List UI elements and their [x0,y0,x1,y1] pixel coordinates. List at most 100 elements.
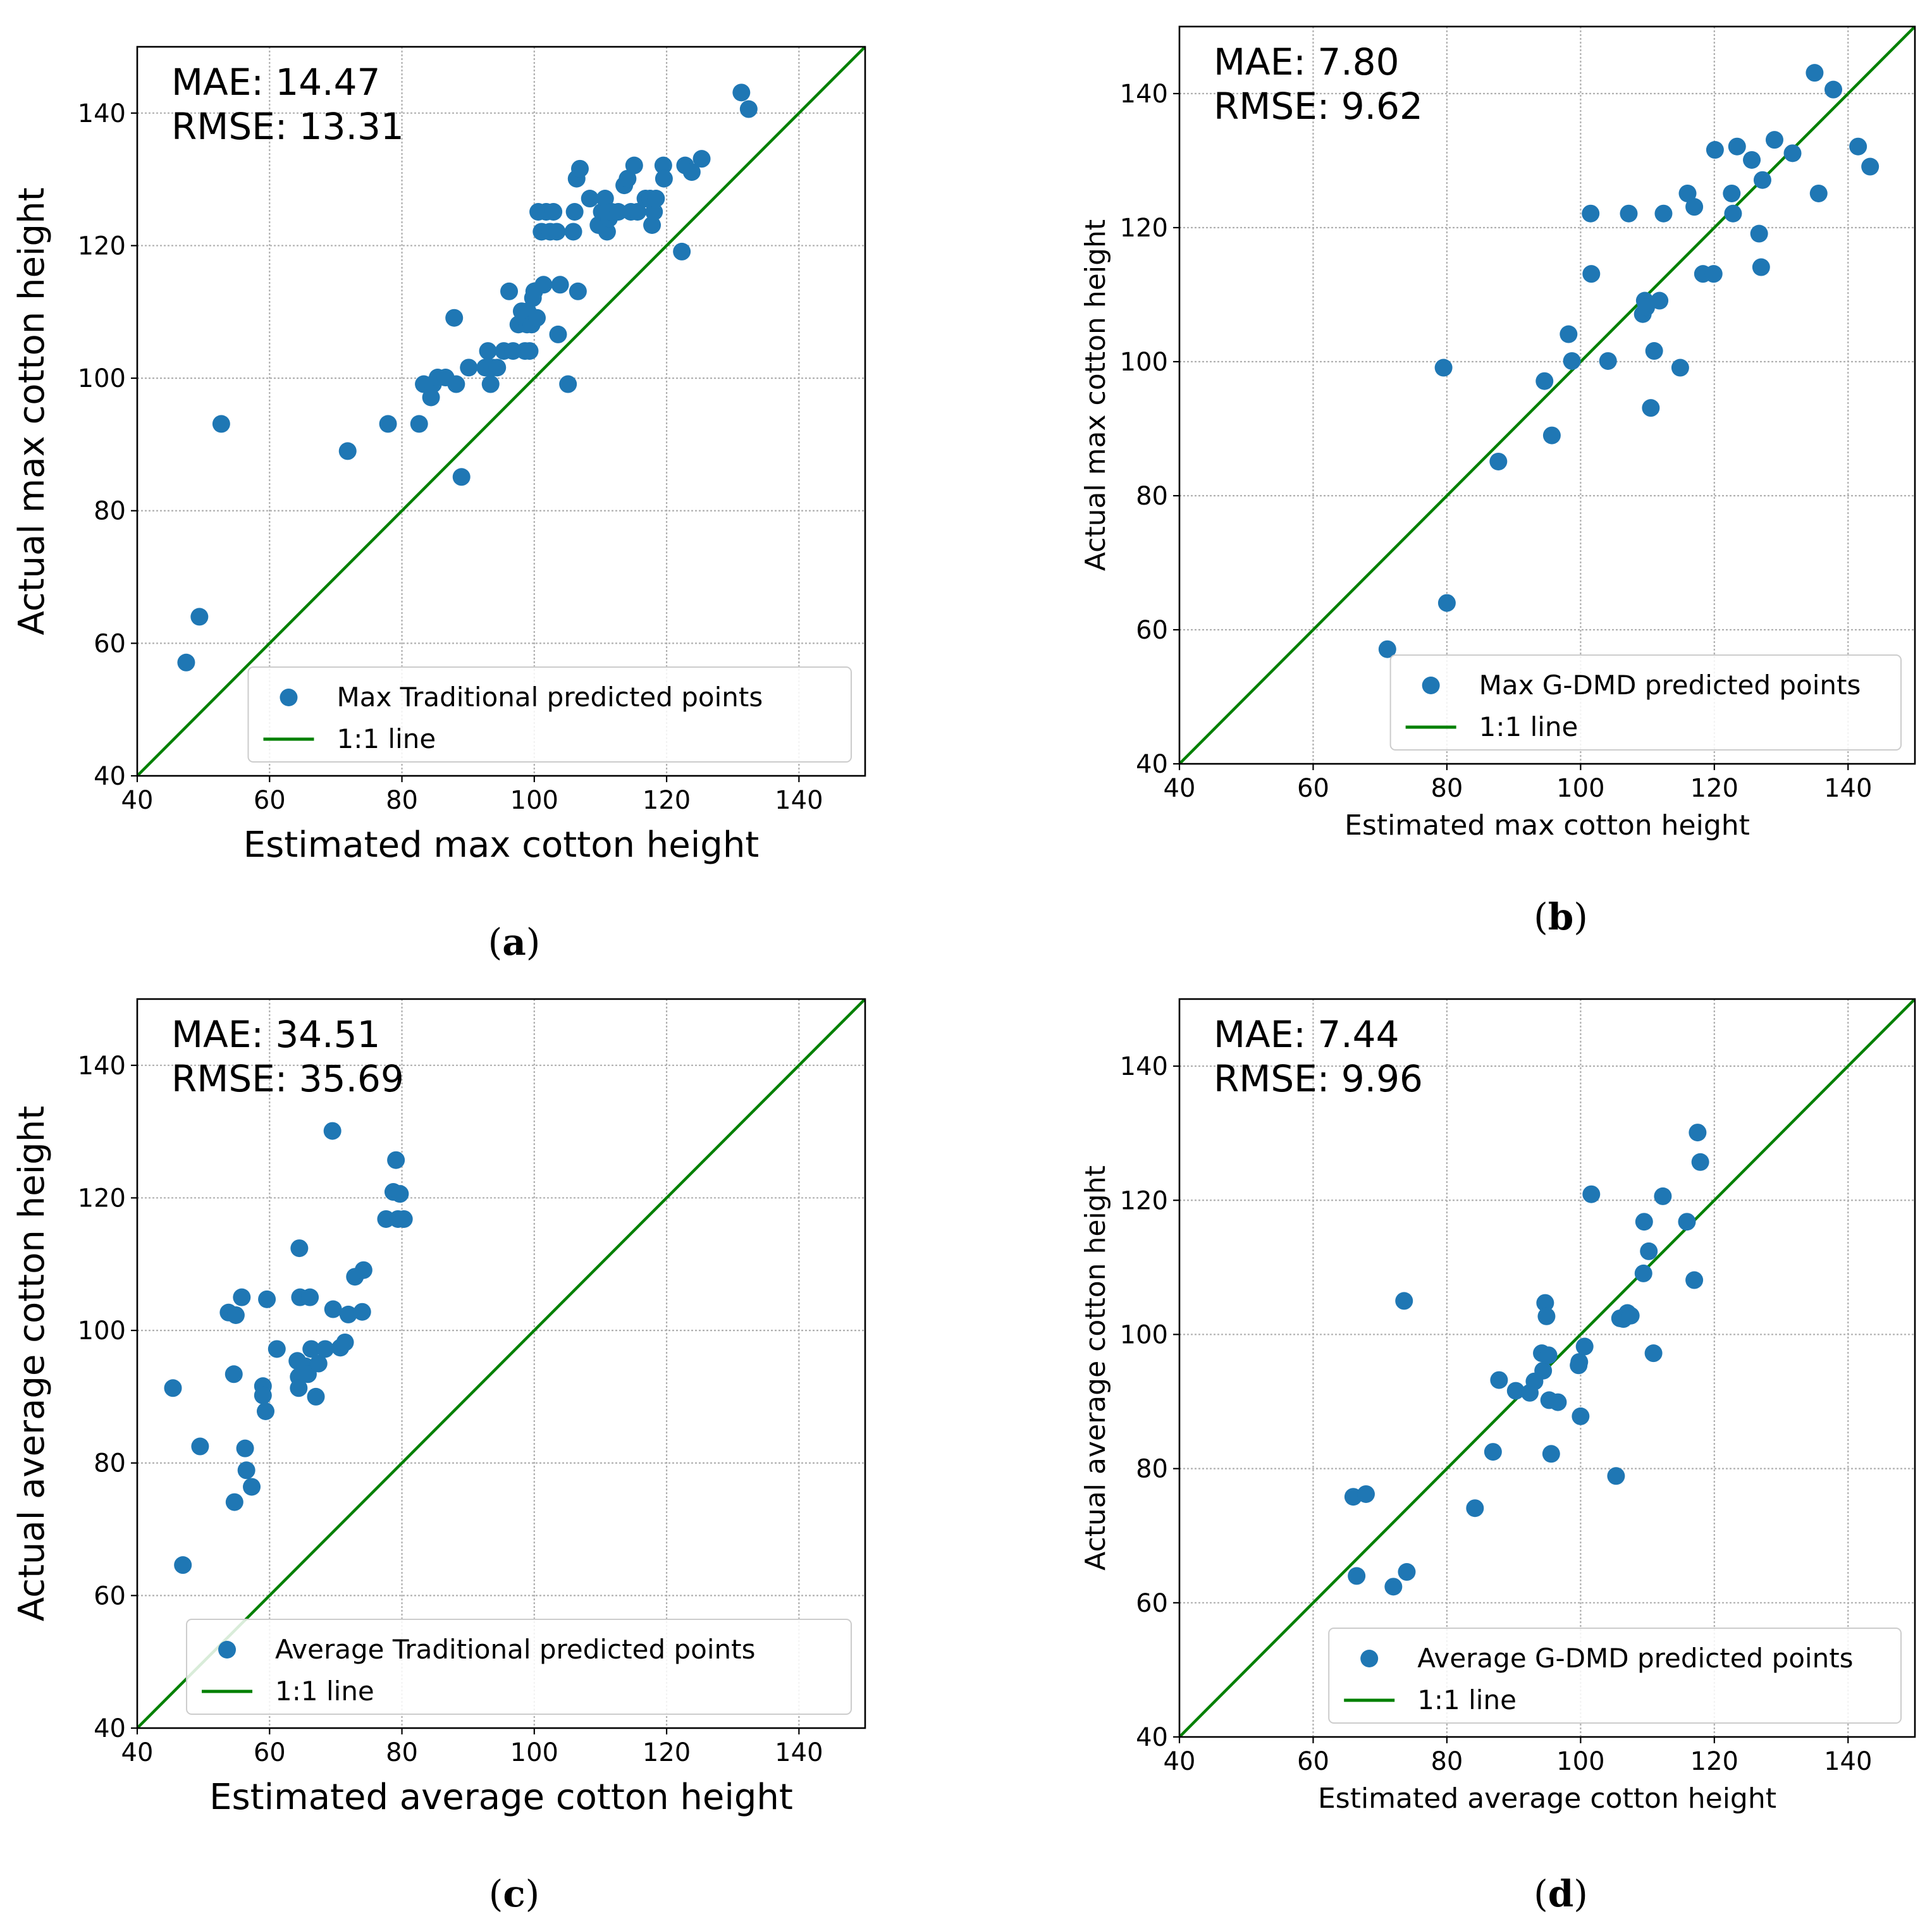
mae-text: MAE: 7.44 [1214,1013,1399,1056]
data-point [1706,141,1724,159]
y-tick-label: 100 [1120,1320,1168,1349]
legend-point-marker [1422,677,1440,694]
data-point [1484,1443,1502,1461]
legend-point-marker [1360,1650,1379,1667]
data-point [481,375,500,393]
data-point [1570,1352,1589,1371]
data-point [1654,204,1673,223]
data-point [1724,204,1742,223]
data-point [254,1386,272,1404]
y-tick-label: 80 [94,1449,126,1478]
data-point [1689,1124,1707,1142]
data-point [1542,426,1561,445]
data-point [1678,1213,1696,1231]
data-point [1506,1382,1525,1400]
caption-open-paren: ( [1534,1872,1548,1915]
data-point [1348,1567,1366,1585]
data-point [692,150,711,168]
data-point [1728,137,1746,156]
data-point [379,415,397,433]
data-point [307,1387,325,1406]
y-tick-label: 140 [78,1052,126,1081]
x-tick-label: 140 [775,786,823,815]
one-to-one-line [137,47,865,776]
panel-caption: (d) [1534,1872,1588,1915]
data-point [581,190,599,208]
legend-line-label: 1:1 line [336,723,436,754]
data-point [488,359,507,377]
data-point [1691,1153,1709,1171]
caption-close-paren: ) [1573,895,1588,938]
data-point [338,442,357,460]
legend: Average Traditional predicted points 1:1 … [186,1619,852,1715]
data-point [1542,1445,1560,1463]
data-point [1437,594,1456,612]
y-tick-label: 40 [1136,750,1168,779]
y-tick-label: 60 [94,629,126,658]
data-point [1678,184,1697,202]
data-point [302,1340,321,1358]
legend: Max G-DMD predicted points 1:1 line [1389,654,1902,751]
y-tick-label: 60 [94,1581,126,1610]
data-point [1395,1292,1413,1310]
data-point [336,1333,354,1351]
data-point [174,1556,192,1574]
data-point [1582,204,1600,223]
legend: Max Traditional predicted points 1:1 line [247,666,852,763]
data-point [1582,265,1601,283]
data-point [1534,1361,1553,1380]
data-point [309,1354,328,1373]
x-tick-label: 140 [1824,1747,1872,1776]
data-point [1434,359,1453,377]
data-point [647,190,665,208]
legend-box [247,666,852,763]
legend: Average G-DMD predicted points 1:1 line [1328,1628,1902,1724]
caption-letter: b [1548,895,1574,938]
legend-box [1389,654,1902,751]
y-tick-label: 120 [1120,214,1168,243]
data-point [1537,1307,1556,1325]
data-point [655,169,673,188]
y-tick-label: 140 [1120,80,1168,109]
y-axis-label: Actual average cotton height [11,1106,52,1621]
data-point [1560,325,1578,343]
data-point [1635,1213,1653,1231]
data-point [548,223,566,241]
legend-points-label: Max G-DMD predicted points [1479,670,1861,701]
axes-frame [1178,998,1916,1738]
y-tick-label: 120 [78,231,126,261]
data-point [500,282,519,300]
data-point [1489,452,1508,470]
y-tick-label: 140 [1120,1052,1168,1081]
legend-points-label: Average Traditional predicted points [275,1634,755,1665]
y-tick-label: 100 [1120,348,1168,377]
data-point [445,309,464,327]
data-point [1644,1344,1663,1363]
y-tick-label: 80 [1136,1455,1168,1484]
y-axis-label: Actual max cotton height [1080,219,1112,571]
data-point [1535,372,1554,390]
data-point [1765,131,1783,149]
data-point [629,202,647,221]
x-tick-label: 80 [1431,1747,1463,1776]
data-point [1861,157,1880,176]
data-point [316,1340,335,1358]
x-tick-label: 40 [121,786,154,815]
mae-text: MAE: 14.47 [171,61,380,104]
data-point [301,1288,319,1306]
data-point [1642,399,1660,417]
data-point [191,1437,209,1456]
caption-open-paren: ( [488,921,503,964]
data-point [1640,1242,1658,1260]
axes-frame [136,998,866,1729]
panel-d: 40 60 80 100 120 140 40 60 80 100 120 140 Estimated … [1080,998,1916,1915]
data-point [243,1478,261,1496]
data-point [1357,1485,1375,1503]
data-point [1753,171,1771,189]
x-tick-label: 60 [254,1738,286,1767]
x-tick-label: 100 [1556,774,1604,803]
data-point [645,202,663,221]
legend-line-label: 1:1 line [1479,711,1578,742]
x-tick-label: 80 [1431,774,1463,803]
x-tick-label: 140 [1824,774,1872,803]
